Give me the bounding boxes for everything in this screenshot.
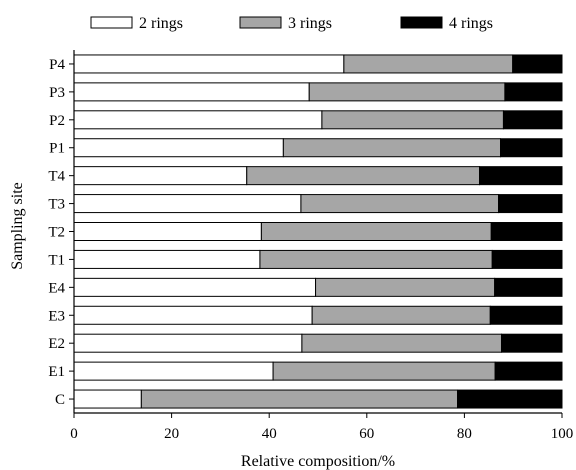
x-tick-label: 20 bbox=[164, 426, 179, 442]
bar-T2-series-2 bbox=[260, 222, 492, 241]
y-tick-label: P1 bbox=[49, 141, 65, 157]
y-tick-label: P4 bbox=[49, 57, 65, 73]
x-axis-title: Relative composition/% bbox=[241, 453, 395, 470]
bar-P1-series-1 bbox=[73, 138, 284, 158]
y-tick-label: E2 bbox=[48, 336, 65, 352]
y-tick-label: C bbox=[55, 392, 65, 408]
bar-E4-series-2 bbox=[315, 277, 496, 297]
bar-P4-series-1 bbox=[73, 54, 345, 74]
y-axis-title: Sampling site bbox=[9, 182, 26, 270]
bar-T3-series-1 bbox=[73, 194, 302, 214]
bar-P3-series-1 bbox=[73, 82, 310, 102]
bar-P4-series-2 bbox=[343, 54, 514, 74]
bar-P1-series-3 bbox=[500, 138, 563, 158]
x-tick-label: 40 bbox=[262, 426, 277, 442]
bar-T4-series-2 bbox=[246, 166, 481, 186]
bar-E3-series-3 bbox=[489, 305, 563, 325]
bar-E1-series-2 bbox=[272, 361, 496, 381]
legend-label: 4 rings bbox=[449, 15, 493, 32]
y-tick-label: T4 bbox=[48, 169, 65, 185]
bar-T2-series-3 bbox=[490, 222, 563, 241]
y-tick-label: P3 bbox=[49, 85, 65, 101]
bar-T1-series-1 bbox=[73, 249, 261, 269]
axes: 0 20 40 60 80 100 P4 P3 P2 P1 T4 T3 T2 T1 E4 E3 E2 E1 C bbox=[48, 50, 573, 442]
bar-P3-series-2 bbox=[308, 82, 506, 102]
legend-swatch bbox=[90, 16, 133, 29]
bar-C-series-3 bbox=[457, 389, 563, 409]
bar-P4-series-3 bbox=[512, 54, 563, 74]
legend-swatch bbox=[400, 16, 443, 29]
bar-E2-series-1 bbox=[73, 333, 303, 353]
bar-C-series-1 bbox=[73, 389, 142, 409]
bar-T3-series-3 bbox=[498, 194, 563, 214]
legend-swatch bbox=[239, 16, 282, 29]
bar-T4-series-3 bbox=[479, 166, 563, 186]
bar-P2-series-2 bbox=[321, 110, 504, 130]
x-tick-label: 0 bbox=[70, 426, 78, 442]
y-tick-label: T1 bbox=[48, 252, 65, 268]
bar-P1-series-2 bbox=[282, 138, 502, 158]
bar-T4-series-1 bbox=[73, 166, 248, 186]
bar-E4-series-3 bbox=[494, 277, 563, 297]
y-tick-label: E1 bbox=[48, 364, 65, 380]
bar-E3-series-1 bbox=[73, 305, 313, 325]
legend: 2 rings 3 rings 4 rings bbox=[90, 15, 493, 32]
y-tick-label: P2 bbox=[49, 113, 65, 129]
x-tick-label: 100 bbox=[551, 426, 574, 442]
x-tick-label: 80 bbox=[457, 426, 472, 442]
bar-E1-series-3 bbox=[494, 361, 563, 381]
bars bbox=[73, 54, 563, 409]
y-tick-label: E4 bbox=[48, 280, 65, 296]
bar-E4-series-1 bbox=[73, 277, 317, 297]
bar-E2-series-3 bbox=[500, 333, 563, 353]
bar-C-series-2 bbox=[140, 389, 459, 409]
bar-P2-series-1 bbox=[73, 110, 323, 130]
bar-T2-series-1 bbox=[73, 222, 262, 241]
legend-label: 3 rings bbox=[288, 15, 332, 32]
y-tick-label: T2 bbox=[48, 225, 65, 241]
bar-P2-series-3 bbox=[502, 110, 563, 130]
bar-P3-series-3 bbox=[504, 82, 563, 102]
bar-E3-series-2 bbox=[311, 305, 491, 325]
legend-label: 2 rings bbox=[139, 15, 183, 32]
bar-T1-series-3 bbox=[491, 249, 563, 269]
bar-T1-series-2 bbox=[259, 249, 493, 269]
bar-E1-series-1 bbox=[73, 361, 274, 381]
y-tick-label: T3 bbox=[48, 197, 65, 213]
x-tick-label: 60 bbox=[359, 426, 374, 442]
bar-E2-series-2 bbox=[301, 333, 502, 353]
y-tick-label: E3 bbox=[48, 308, 65, 324]
bar-T3-series-2 bbox=[300, 194, 500, 214]
